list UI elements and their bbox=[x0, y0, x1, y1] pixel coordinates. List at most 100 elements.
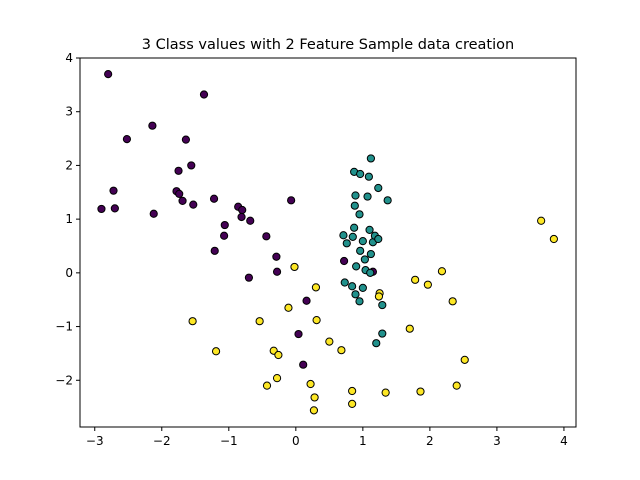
data-point-class-2 bbox=[381, 388, 390, 397]
data-point-class-2 bbox=[460, 355, 469, 364]
data-point-class-1 bbox=[350, 201, 359, 210]
axes: −3 −2 −1 0 1 2 3 4 −2 −1 0 1 2 3 4 bbox=[55, 51, 567, 448]
data-point-class-1 bbox=[374, 183, 383, 193]
data-point-class-0 bbox=[220, 231, 229, 240]
x-tick-label: 0 bbox=[292, 434, 300, 448]
data-points bbox=[97, 70, 558, 415]
data-point-class-2 bbox=[337, 346, 346, 355]
data-point-class-1 bbox=[340, 278, 349, 287]
data-point-class-2 bbox=[423, 280, 432, 289]
data-point-class-1 bbox=[352, 262, 361, 271]
data-point-class-1 bbox=[378, 329, 387, 338]
x-tick-label: 2 bbox=[426, 434, 434, 448]
data-point-class-2 bbox=[452, 381, 461, 390]
data-point-class-1 bbox=[358, 237, 367, 246]
x-tick-label: −3 bbox=[86, 434, 104, 448]
data-point-class-2 bbox=[448, 297, 457, 306]
data-point-class-2 bbox=[325, 337, 334, 346]
data-point-class-0 bbox=[244, 273, 254, 282]
data-point-class-0 bbox=[220, 220, 229, 230]
data-point-class-0 bbox=[110, 204, 119, 213]
data-point-class-0 bbox=[97, 204, 106, 214]
data-point-class-1 bbox=[364, 172, 373, 181]
data-point-class-1 bbox=[355, 210, 364, 219]
data-point-class-1 bbox=[348, 232, 357, 241]
data-point-class-0 bbox=[272, 252, 281, 261]
data-point-class-0 bbox=[272, 267, 282, 276]
x-tick-label: −2 bbox=[153, 434, 171, 448]
data-point-class-1 bbox=[366, 249, 375, 259]
x-tick-label: 3 bbox=[493, 434, 501, 448]
y-tick-label: 2 bbox=[65, 158, 73, 172]
x-tick-label: 4 bbox=[560, 434, 568, 448]
data-point-class-0 bbox=[210, 246, 219, 255]
data-point-class-0 bbox=[148, 121, 157, 130]
data-point-class-1 bbox=[358, 283, 367, 292]
data-point-class-1 bbox=[351, 191, 360, 200]
data-point-class-1 bbox=[378, 300, 387, 310]
data-point-class-2 bbox=[211, 347, 221, 356]
data-point-class-0 bbox=[175, 189, 184, 198]
data-point-class-2 bbox=[188, 317, 197, 326]
data-point-class-2 bbox=[255, 317, 264, 326]
data-point-class-1 bbox=[351, 290, 360, 299]
y-tick-label: 1 bbox=[65, 212, 73, 226]
y-tick-label: 3 bbox=[65, 105, 73, 119]
data-point-class-0 bbox=[287, 196, 296, 205]
data-point-class-0 bbox=[294, 329, 303, 339]
data-point-class-2 bbox=[272, 374, 282, 383]
data-point-class-0 bbox=[262, 232, 271, 241]
data-point-class-1 bbox=[360, 255, 369, 264]
data-point-class-0 bbox=[339, 256, 349, 266]
data-point-class-0 bbox=[174, 166, 183, 175]
data-point-class-0 bbox=[178, 196, 187, 205]
data-point-class-0 bbox=[109, 186, 118, 195]
data-point-class-0 bbox=[181, 135, 191, 144]
data-point-class-2 bbox=[348, 386, 357, 396]
data-point-class-0 bbox=[187, 161, 196, 170]
data-point-class-1 bbox=[356, 169, 365, 179]
data-point-class-2 bbox=[309, 406, 319, 415]
data-point-class-1 bbox=[363, 192, 372, 201]
data-point-class-2 bbox=[311, 283, 321, 292]
data-point-class-2 bbox=[374, 292, 384, 301]
data-point-class-0 bbox=[299, 360, 308, 369]
data-point-class-2 bbox=[306, 379, 315, 389]
data-point-class-0 bbox=[122, 135, 132, 144]
data-point-class-0 bbox=[238, 205, 247, 215]
data-point-class-2 bbox=[262, 381, 272, 390]
data-point-class-0 bbox=[104, 70, 113, 79]
data-point-class-2 bbox=[274, 350, 283, 360]
data-point-class-1 bbox=[366, 268, 375, 277]
data-point-class-1 bbox=[339, 231, 348, 240]
data-point-class-2 bbox=[437, 267, 447, 276]
data-point-class-0 bbox=[246, 216, 255, 225]
data-point-class-1 bbox=[342, 239, 351, 248]
data-point-class-1 bbox=[348, 282, 357, 291]
data-point-class-2 bbox=[348, 399, 357, 409]
data-point-class-0 bbox=[189, 200, 198, 209]
data-point-class-1 bbox=[374, 234, 383, 244]
chart-title: 3 Class values with 2 Feature Sample dat… bbox=[142, 37, 514, 53]
y-tick-label: 0 bbox=[65, 266, 73, 280]
data-point-class-2 bbox=[284, 303, 293, 312]
y-tick-label: −2 bbox=[55, 373, 73, 387]
data-point-class-2 bbox=[537, 216, 546, 225]
data-point-class-0 bbox=[237, 212, 246, 222]
x-tick-label: −1 bbox=[220, 434, 238, 448]
data-point-class-2 bbox=[411, 275, 420, 284]
data-point-class-1 bbox=[356, 246, 365, 255]
plot-frame bbox=[79, 57, 577, 428]
data-point-class-1 bbox=[372, 339, 381, 348]
y-tick-label: −1 bbox=[55, 320, 73, 334]
data-point-class-2 bbox=[416, 387, 425, 396]
data-point-class-1 bbox=[365, 225, 374, 234]
data-point-class-2 bbox=[405, 324, 414, 333]
data-point-class-1 bbox=[383, 196, 392, 205]
x-tick-label: 1 bbox=[359, 434, 367, 448]
data-point-class-1 bbox=[350, 223, 359, 232]
data-point-class-2 bbox=[290, 262, 299, 272]
data-point-class-0 bbox=[149, 209, 158, 218]
data-point-class-0 bbox=[209, 194, 219, 203]
